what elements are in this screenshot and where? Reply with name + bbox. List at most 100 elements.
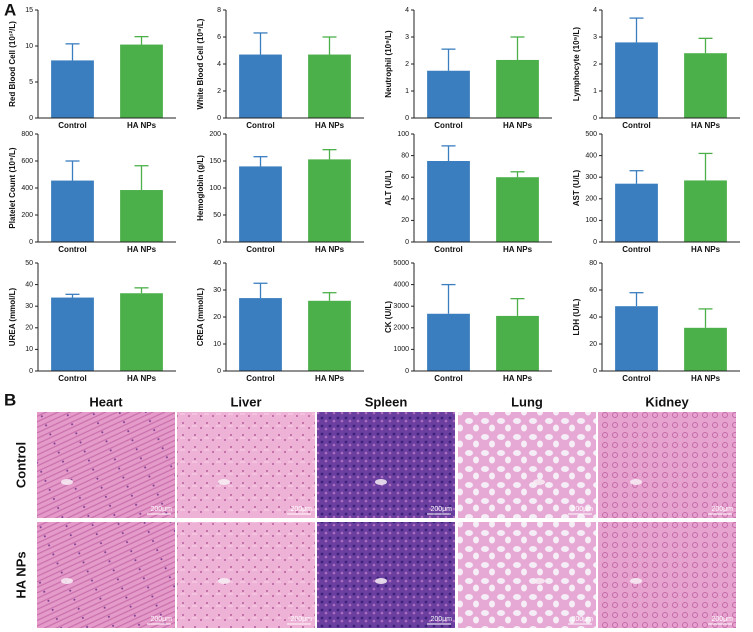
bar [427,161,470,242]
bar [496,177,539,242]
error-bar [322,149,337,160]
tissue-image [37,412,175,518]
y-tick-label: 20 [401,217,409,224]
y-tick-label: 80 [589,260,597,267]
y-tick-label: 4 [405,7,409,14]
error-bar [134,165,149,191]
y-tick-label: 0 [217,115,221,122]
tissue-image [317,412,455,518]
bar [496,59,539,118]
error-bar [441,145,456,161]
scale-bar-label: 200μm [290,616,312,623]
y-tick-label: 3 [405,34,409,41]
x-tick-label: Control [622,121,650,130]
y-tick-label: 2 [217,88,221,95]
y-axis-label: CK (U/L) [384,301,393,333]
y-tick-label: 60 [401,174,409,181]
bar [120,190,163,242]
bar [615,306,658,371]
tissue-feature [630,578,642,584]
y-tick-label: 600 [21,158,33,165]
y-tick-label: 200 [21,212,33,219]
x-tick-label: HA NPs [315,121,345,130]
error-bar [322,292,337,301]
bar [684,53,727,119]
y-tick-label: 2 [405,61,409,68]
error-bar [134,287,149,294]
error-bar [253,282,268,299]
tissue-image [317,522,455,628]
y-tick-label: 400 [21,185,33,192]
y-tick-label: 30 [213,287,221,294]
bar [684,180,727,242]
bar [615,42,658,118]
tissue-image [177,522,315,628]
scale-bar-label: 200μm [711,506,733,513]
scale-bar-label: 200μm [430,616,452,623]
y-tick-label: 100 [209,185,221,192]
error-bar [698,152,713,181]
y-tick-label: 1000 [393,346,409,353]
bar [239,166,282,242]
error-bar [629,170,644,184]
panel-label: A [4,0,16,19]
bar [427,313,470,371]
scale-bar-label: 200μm [290,506,312,513]
x-tick-label: Control [434,245,462,254]
x-tick-label: Control [246,374,274,383]
scale-bar-label: 200μm [150,506,172,513]
y-axis-label: Hemoglobin (g/L) [196,155,205,221]
y-axis-label: Red Blood Cell (10¹²/L) [8,21,17,107]
y-tick-label: 0 [593,115,597,122]
tissue-image [177,412,315,518]
error-bar [510,297,525,316]
x-tick-label: Control [58,245,86,254]
y-tick-label: 0 [217,239,221,246]
x-tick-label: HA NPs [127,374,157,383]
x-tick-label: HA NPs [691,245,721,254]
y-tick-label: 30 [25,303,33,310]
row-header: Control [13,442,28,488]
column-header: Heart [89,394,123,409]
y-axis-label: ALT (U/L) [384,170,393,206]
y-tick-label: 0 [29,368,33,375]
y-tick-label: 3000 [393,303,409,310]
tissue-feature [533,578,545,584]
tissue-feature [375,479,387,485]
y-tick-label: 1 [593,88,597,95]
error-bar [253,32,268,55]
bar [427,70,470,118]
error-bar [253,156,268,167]
error-bar [441,283,456,314]
scale-bar-label: 200μm [571,616,593,623]
y-tick-label: 300 [585,174,597,181]
tissue-feature [218,578,230,584]
y-axis-label: AST (U/L) [572,169,581,206]
y-tick-label: 0 [405,115,409,122]
y-tick-label: 40 [401,196,409,203]
column-header: Kidney [645,394,689,409]
error-bar [698,308,713,328]
y-tick-label: 80 [401,152,409,159]
y-tick-label: 15 [25,7,33,14]
bar [615,183,658,242]
error-bar [629,17,644,43]
y-axis-label: Neutrophil (10⁹/L) [384,30,393,98]
y-tick-label: 500 [585,131,597,138]
y-tick-label: 2 [593,61,597,68]
y-axis-label: LDH (U/L) [572,298,581,335]
y-tick-label: 400 [585,152,597,159]
x-tick-label: Control [434,374,462,383]
error-bar [322,36,337,55]
bar [684,327,727,371]
bar [120,293,163,371]
y-tick-label: 8 [217,7,221,14]
error-bar [65,293,80,298]
x-tick-label: Control [58,374,86,383]
y-tick-label: 20 [589,341,597,348]
y-tick-label: 10 [25,346,33,353]
x-tick-label: HA NPs [691,374,721,383]
x-tick-label: Control [434,121,462,130]
error-bar [698,37,713,54]
error-bar [510,36,525,60]
